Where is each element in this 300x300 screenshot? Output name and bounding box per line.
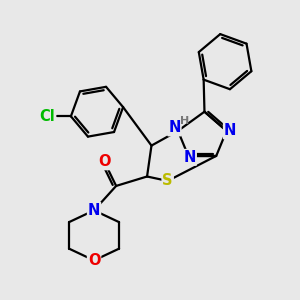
- Text: O: O: [88, 253, 100, 268]
- Text: N: N: [88, 203, 100, 218]
- Text: N: N: [184, 150, 196, 165]
- Text: S: S: [162, 173, 173, 188]
- Text: N: N: [224, 123, 236, 138]
- Text: H: H: [180, 116, 189, 126]
- Text: Cl: Cl: [40, 109, 55, 124]
- Text: O: O: [98, 154, 111, 169]
- Text: N: N: [168, 120, 181, 135]
